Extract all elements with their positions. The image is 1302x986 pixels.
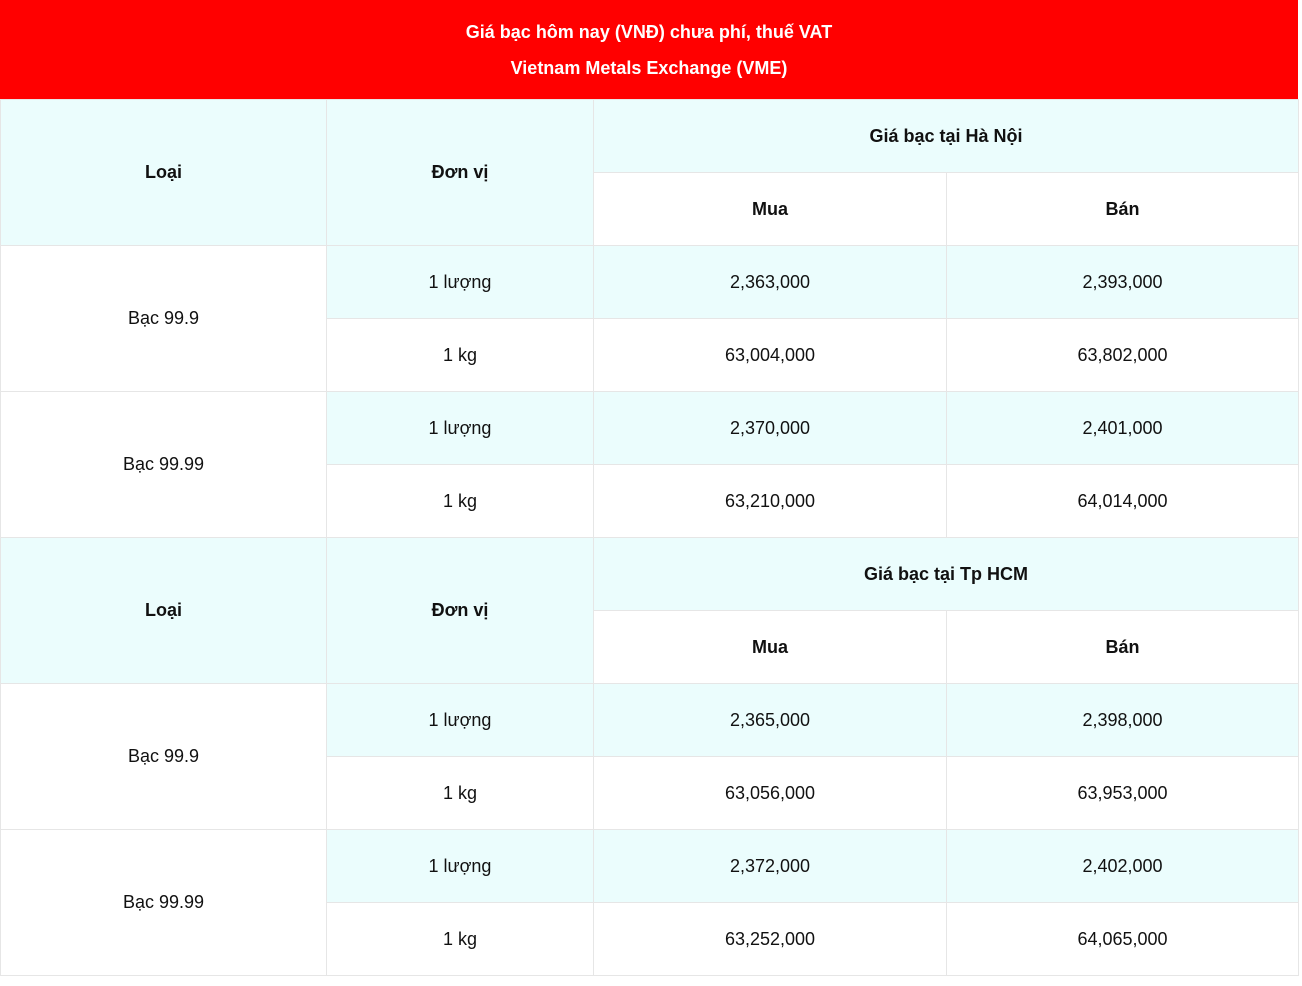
sell-price: 63,802,000 — [945, 318, 1300, 392]
data-row: 1 kg 63,252,000 64,065,000 — [1, 902, 1300, 976]
sell-price: 2,398,000 — [945, 683, 1300, 757]
header-cell: Đơn vị — [326, 537, 594, 684]
header-row: Loại Đơn vị Giá bạc tại Tp HCM — [0, 537, 1300, 684]
unit-cell: 1 lượng — [326, 245, 594, 319]
title-line: Giá bạc hôm nay (VNĐ) chưa phí, thuế VAT — [465, 21, 833, 42]
unit-cell: 1 lượng — [326, 829, 594, 903]
header-cell: Giá bạc tại Tp HCM — [592, 537, 1300, 611]
buy-price: 2,372,000 — [593, 829, 947, 903]
header-cell: Bán — [945, 610, 1300, 684]
unit-cell: 1 lượng — [326, 391, 594, 465]
buy-price: 2,363,000 — [593, 245, 947, 319]
header-cell: Mua — [593, 172, 947, 246]
buy-price: 2,370,000 — [593, 391, 947, 465]
price-table: Loại Đơn vị Giá bạc tại Hà Nội Mua Bán Bạc 99… — [0, 99, 1300, 976]
data-row: 1 kg 63,056,000 63,953,000 — [1, 756, 1300, 830]
data-row: Bạc 99.99 1 lượng 2,370,000 2,401,000 — [0, 391, 1300, 538]
sell-price: 64,014,000 — [945, 464, 1300, 538]
header-cell: Giá bạc tại Hà Nội — [592, 99, 1300, 173]
unit-cell: 1 kg — [326, 318, 594, 392]
type-cell: Bạc 99.9 — [0, 683, 327, 830]
title-line: Vietnam Metals Exchange (VME) — [510, 57, 788, 78]
buy-price: 2,365,000 — [593, 683, 947, 757]
buy-price: 63,004,000 — [593, 318, 947, 392]
data-row: Bạc 99.99 1 lượng 2,372,000 2,402,000 — [0, 829, 1300, 976]
unit-cell: 1 kg — [326, 464, 594, 538]
sell-price: 2,401,000 — [945, 391, 1300, 465]
header-row: Mua Bán — [1, 610, 1300, 684]
data-row: Bạc 99.9 1 lượng 2,363,000 2,393,000 — [0, 245, 1300, 392]
data-row: 1 kg 63,210,000 64,014,000 — [1, 464, 1300, 538]
data-row: Bạc 99.9 1 lượng 2,365,000 2,398,000 — [0, 683, 1300, 830]
type-cell: Bạc 99.9 — [0, 245, 327, 392]
sell-price: 63,953,000 — [945, 756, 1300, 830]
header-cell: Mua — [593, 610, 947, 684]
header-row: Mua Bán — [1, 172, 1300, 246]
header-cell: Bán — [945, 172, 1300, 246]
unit-cell: 1 lượng — [326, 683, 594, 757]
sell-price: 2,402,000 — [945, 829, 1300, 903]
unit-cell: 1 kg — [326, 902, 594, 976]
title-banner: Giá bạc hôm nay (VNĐ) chưa phí, thuế VAT… — [0, 0, 1298, 99]
buy-price: 63,210,000 — [593, 464, 947, 538]
header-cell: Loại — [0, 99, 327, 246]
buy-price: 63,056,000 — [593, 756, 947, 830]
header-row: Loại Đơn vị Giá bạc tại Hà Nội — [0, 99, 1300, 246]
data-row: 1 kg 63,004,000 63,802,000 — [1, 318, 1300, 392]
type-cell: Bạc 99.99 — [0, 391, 327, 538]
type-cell: Bạc 99.99 — [0, 829, 327, 976]
sell-price: 2,393,000 — [945, 245, 1300, 319]
table-body: Loại Đơn vị Giá bạc tại Hà Nội Mua Bán Bạc 99… — [0, 99, 1300, 976]
buy-price: 63,252,000 — [593, 902, 947, 976]
header-cell: Đơn vị — [326, 99, 594, 246]
unit-cell: 1 kg — [326, 756, 594, 830]
sell-price: 64,065,000 — [945, 902, 1300, 976]
header-cell: Loại — [0, 537, 327, 684]
